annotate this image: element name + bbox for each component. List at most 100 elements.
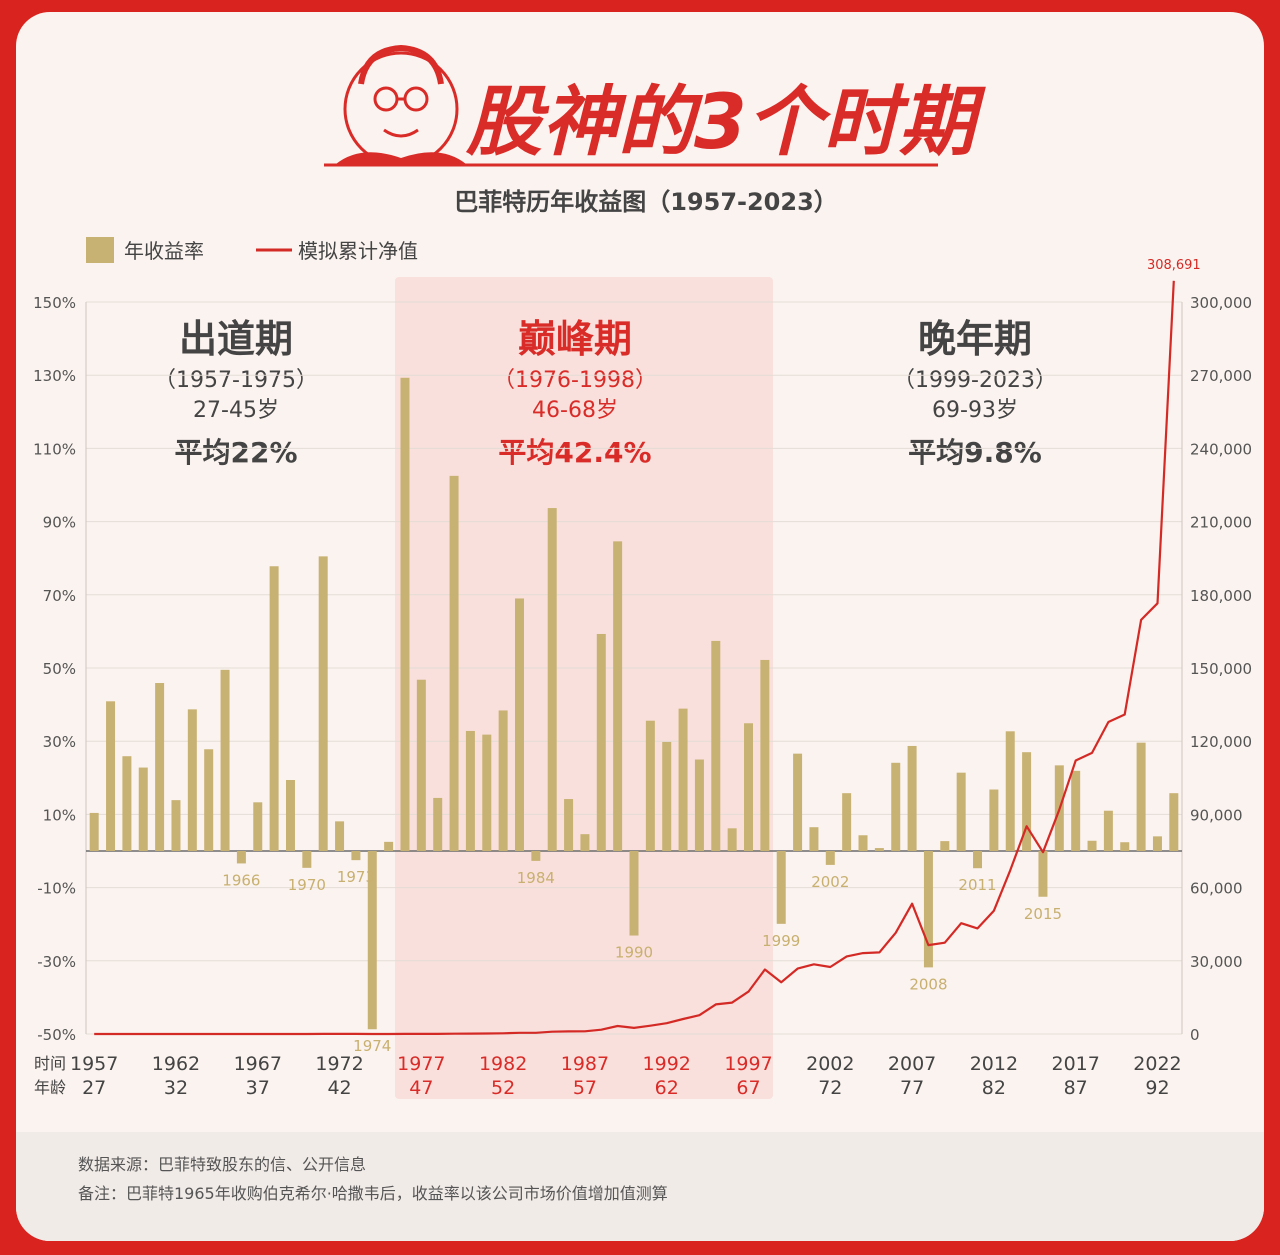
period-early: 出道期 （1957-1975） 27-45岁 平均22% <box>154 317 318 469</box>
right-tick-label: 60,000 <box>1190 880 1243 898</box>
neg-year-label-2015: 2015 <box>1024 905 1062 923</box>
x-tick-year-2002: 2002 <box>806 1053 854 1075</box>
bar-1979 <box>449 475 459 851</box>
x-tick-year-1957: 1957 <box>70 1053 118 1075</box>
bar-2022 <box>1152 836 1162 851</box>
bar-1973 <box>351 851 361 861</box>
chart-canvas: 股神的3个时期 巴菲特历年收益图（1957-2023） 年收益率 模拟累计净值 … <box>16 44 1264 1241</box>
neg-year-label-1966: 1966 <box>222 871 260 889</box>
left-tick-label: 30% <box>43 733 76 751</box>
bar-2018 <box>1087 840 1097 851</box>
x-tick-year-1972: 1972 <box>315 1053 363 1075</box>
peak-period-band <box>395 277 773 1099</box>
x-tick-year-2012: 2012 <box>970 1053 1018 1075</box>
bar-1994 <box>694 759 704 851</box>
portrait-icon <box>336 44 466 167</box>
x-tick-year-1987: 1987 <box>561 1053 609 1075</box>
neg-year-label-1990: 1990 <box>615 944 653 962</box>
x-tick-age-82: 82 <box>982 1077 1006 1099</box>
bar-2009 <box>940 841 950 851</box>
x-tick-year-1962: 1962 <box>152 1053 200 1075</box>
bar-1987 <box>580 834 590 851</box>
bar-2020 <box>1120 842 1130 851</box>
bar-1962 <box>171 800 181 851</box>
x-tick-age-72: 72 <box>818 1077 842 1099</box>
negative-year-labels: 1966 1970 1973 1974 1984 1990 1999 2002 2008 2011… <box>222 868 1062 1055</box>
chart-subtitle: 巴菲特历年收益图（1957-2023） <box>454 188 838 216</box>
bar-2008 <box>923 851 933 968</box>
bar-1991 <box>645 720 655 851</box>
bar-1981 <box>482 734 492 851</box>
page-title: 股神的3个时期 <box>465 77 986 166</box>
x-axis-age-label: 年龄 <box>34 1078 66 1097</box>
x-tick-year-1977: 1977 <box>397 1053 445 1075</box>
cumulative-value-line: 308,691 <box>94 258 1201 1036</box>
right-tick-label: 0 <box>1190 1026 1200 1044</box>
bar-1986 <box>564 799 574 851</box>
left-axis-ticks: 150% 130% 110% 90% 70% 50% 30% 10% -10% -30% -50% <box>33 294 76 1044</box>
period-range: （1957-1975） <box>154 368 318 393</box>
bar-1964 <box>204 749 214 851</box>
period-range: （1976-1998） <box>493 368 657 393</box>
bar-2003 <box>842 793 852 851</box>
bar-1999 <box>776 851 786 924</box>
bar-1971 <box>318 556 328 851</box>
bar-2005 <box>874 848 884 851</box>
bar-1983 <box>514 598 524 851</box>
bar-1968 <box>269 566 279 851</box>
neg-year-label-1984: 1984 <box>517 869 555 887</box>
left-tick-label: -10% <box>37 880 76 898</box>
period-peak: 巅峰期 （1976-1998） 46-68岁 平均42.4% <box>493 317 657 469</box>
bar-2006 <box>891 762 901 851</box>
bar-2001 <box>809 827 819 851</box>
bar-1974 <box>367 851 377 1030</box>
footer-note: 备注：巴菲特1965年收购伯克希尔·哈撒韦后，收益率以该公司市场价值增加值测算 <box>78 1184 668 1203</box>
bar-2011 <box>973 851 983 869</box>
final-value-label: 308,691 <box>1147 258 1201 273</box>
bar-2021 <box>1136 742 1146 851</box>
neg-year-label-2011: 2011 <box>958 876 996 894</box>
bar-1998 <box>760 659 770 851</box>
bar-1966 <box>236 851 246 864</box>
bar-1978 <box>433 797 443 851</box>
bar-2000 <box>793 753 803 851</box>
bar-2012 <box>989 789 999 851</box>
footer-panel <box>16 1132 1264 1241</box>
bar-2017 <box>1071 770 1081 851</box>
period-ages: 27-45岁 <box>193 398 279 423</box>
bar-2007 <box>907 745 917 851</box>
x-tick-age-77: 77 <box>900 1077 924 1099</box>
bar-1958 <box>106 701 116 851</box>
footer-source: 数据来源：巴菲特致股东的信、公开信息 <box>78 1155 366 1174</box>
bar-1996 <box>727 828 737 851</box>
left-tick-label: 70% <box>43 587 76 605</box>
bar-1993 <box>678 708 688 851</box>
bar-1961 <box>155 683 165 851</box>
neg-year-label-1970: 1970 <box>288 876 326 894</box>
bar-1957 <box>89 812 99 851</box>
x-tick-year-1992: 1992 <box>643 1053 691 1075</box>
period-name: 晚年期 <box>918 317 1032 361</box>
x-tick-age-67: 67 <box>736 1077 760 1099</box>
left-tick-label: 110% <box>33 440 76 458</box>
period-average: 平均9.8% <box>908 436 1042 469</box>
period-name: 巅峰期 <box>518 317 632 361</box>
bar-2013 <box>1005 731 1015 851</box>
x-tick-age-92: 92 <box>1145 1077 1169 1099</box>
bar-1980 <box>465 730 475 851</box>
period-ages: 46-68岁 <box>532 398 618 423</box>
x-tick-age-32: 32 <box>164 1077 188 1099</box>
left-tick-label: 90% <box>43 514 76 532</box>
left-tick-label: 150% <box>33 294 76 312</box>
x-tick-year-2017: 2017 <box>1051 1053 1099 1075</box>
x-tick-age-87: 87 <box>1064 1077 1088 1099</box>
x-tick-age-52: 52 <box>491 1077 515 1099</box>
bar-1990 <box>629 851 639 936</box>
neg-year-label-1999: 1999 <box>762 932 800 950</box>
period-range: （1999-2023） <box>893 368 1057 393</box>
bar-1960 <box>138 767 148 851</box>
period-average: 平均22% <box>174 436 297 469</box>
right-tick-label: 240,000 <box>1190 440 1252 458</box>
legend-line-label: 模拟累计净值 <box>298 239 418 263</box>
